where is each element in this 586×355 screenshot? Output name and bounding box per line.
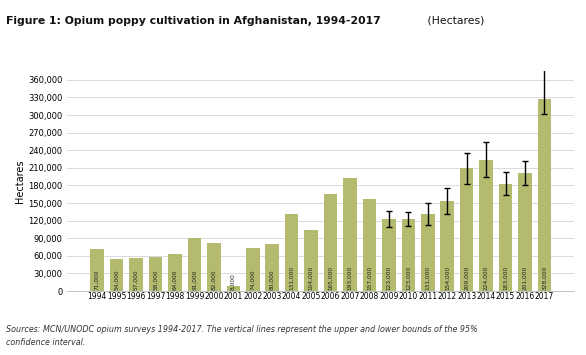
Text: 123,000: 123,000 [386, 266, 391, 290]
Bar [149, 257, 162, 291]
Text: 157,000: 157,000 [367, 266, 372, 290]
Text: 183,000: 183,000 [503, 266, 508, 290]
Text: 82,000: 82,000 [212, 269, 216, 290]
Bar [323, 194, 338, 291]
Text: 91,000: 91,000 [192, 270, 197, 290]
Bar [382, 219, 396, 291]
Text: 201,000: 201,000 [523, 266, 527, 290]
Text: Figure 1: Opium poppy cultivation in Afghanistan, 1994-2017: Figure 1: Opium poppy cultivation in Afg… [6, 16, 381, 26]
Text: 209,000: 209,000 [464, 266, 469, 290]
Bar [401, 219, 415, 291]
Bar [304, 230, 318, 291]
Bar [227, 286, 240, 291]
Y-axis label: Hectares: Hectares [15, 159, 25, 203]
Text: 74,000: 74,000 [250, 269, 255, 290]
Text: 57,000: 57,000 [134, 269, 139, 290]
Bar [207, 243, 221, 291]
Bar [499, 184, 512, 291]
Text: 104,000: 104,000 [309, 266, 314, 290]
Bar [285, 214, 298, 291]
Text: 328,000: 328,000 [542, 266, 547, 290]
Text: 8,000: 8,000 [231, 273, 236, 290]
Bar [537, 99, 551, 291]
Text: 154,000: 154,000 [445, 266, 449, 290]
Text: 131,000: 131,000 [425, 266, 430, 290]
Bar [479, 160, 493, 291]
Text: 193,000: 193,000 [347, 266, 353, 290]
Text: 80,000: 80,000 [270, 269, 275, 290]
Bar [441, 201, 454, 291]
Text: 165,000: 165,000 [328, 266, 333, 290]
Text: (Hectares): (Hectares) [424, 16, 485, 26]
Bar [188, 238, 201, 291]
Bar [421, 214, 435, 291]
Bar [90, 250, 104, 291]
Bar [110, 260, 124, 291]
Bar [363, 199, 376, 291]
Bar [265, 244, 279, 291]
Text: confidence interval.: confidence interval. [6, 338, 85, 347]
Text: 64,000: 64,000 [172, 270, 178, 290]
Text: 58,000: 58,000 [153, 269, 158, 290]
Text: 224,000: 224,000 [483, 266, 489, 290]
Bar [518, 173, 532, 291]
Text: 123,000: 123,000 [406, 266, 411, 290]
Text: Sources: MCN/UNODC opium surveys 1994-2017. The vertical lines represent the upp: Sources: MCN/UNODC opium surveys 1994-20… [6, 325, 478, 334]
Bar [130, 258, 143, 291]
Text: 131,000: 131,000 [289, 266, 294, 290]
Bar [246, 248, 260, 291]
Bar [460, 168, 473, 291]
Bar [343, 178, 357, 291]
Bar [168, 253, 182, 291]
Text: 71,000: 71,000 [95, 270, 100, 290]
Text: 54,000: 54,000 [114, 269, 119, 290]
